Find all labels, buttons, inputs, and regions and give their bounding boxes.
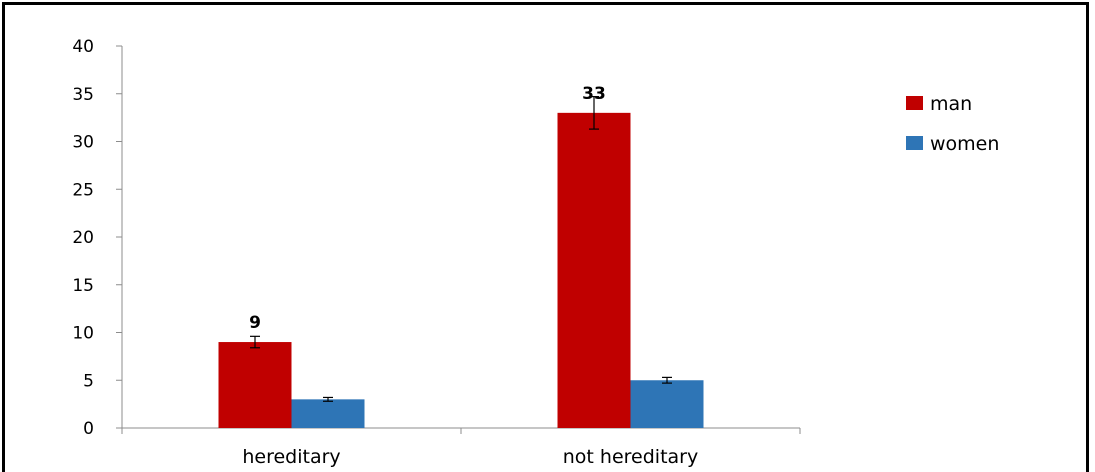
y-tick-label: 0	[83, 419, 94, 439]
y-tick-label: 30	[72, 133, 94, 153]
y-tick-label: 20	[72, 228, 94, 248]
data-label: 33	[582, 84, 606, 104]
bar-man-1	[557, 112, 631, 428]
y-tick-label: 5	[83, 371, 94, 391]
legend: man women	[906, 93, 999, 155]
y-tick-label: 15	[72, 276, 94, 296]
legend-swatch-man	[906, 96, 923, 110]
bar-women-1	[630, 380, 704, 428]
legend-label-man: man	[930, 93, 972, 115]
y-tick-label: 40	[72, 37, 94, 57]
bar-man-0	[218, 342, 292, 428]
y-tick-label: 10	[72, 324, 94, 344]
bar-women-0	[291, 399, 365, 428]
x-tick-label: not hereditary	[563, 446, 698, 468]
legend-swatch-women	[906, 136, 923, 150]
data-labels: 9 33	[249, 84, 606, 333]
x-tick-label: hereditary	[242, 446, 340, 468]
data-label: 9	[249, 313, 261, 333]
bars	[218, 96, 704, 428]
y-tick-label: 35	[72, 85, 94, 105]
legend-label-women: women	[930, 133, 999, 155]
y-tick-label: 25	[72, 180, 94, 200]
